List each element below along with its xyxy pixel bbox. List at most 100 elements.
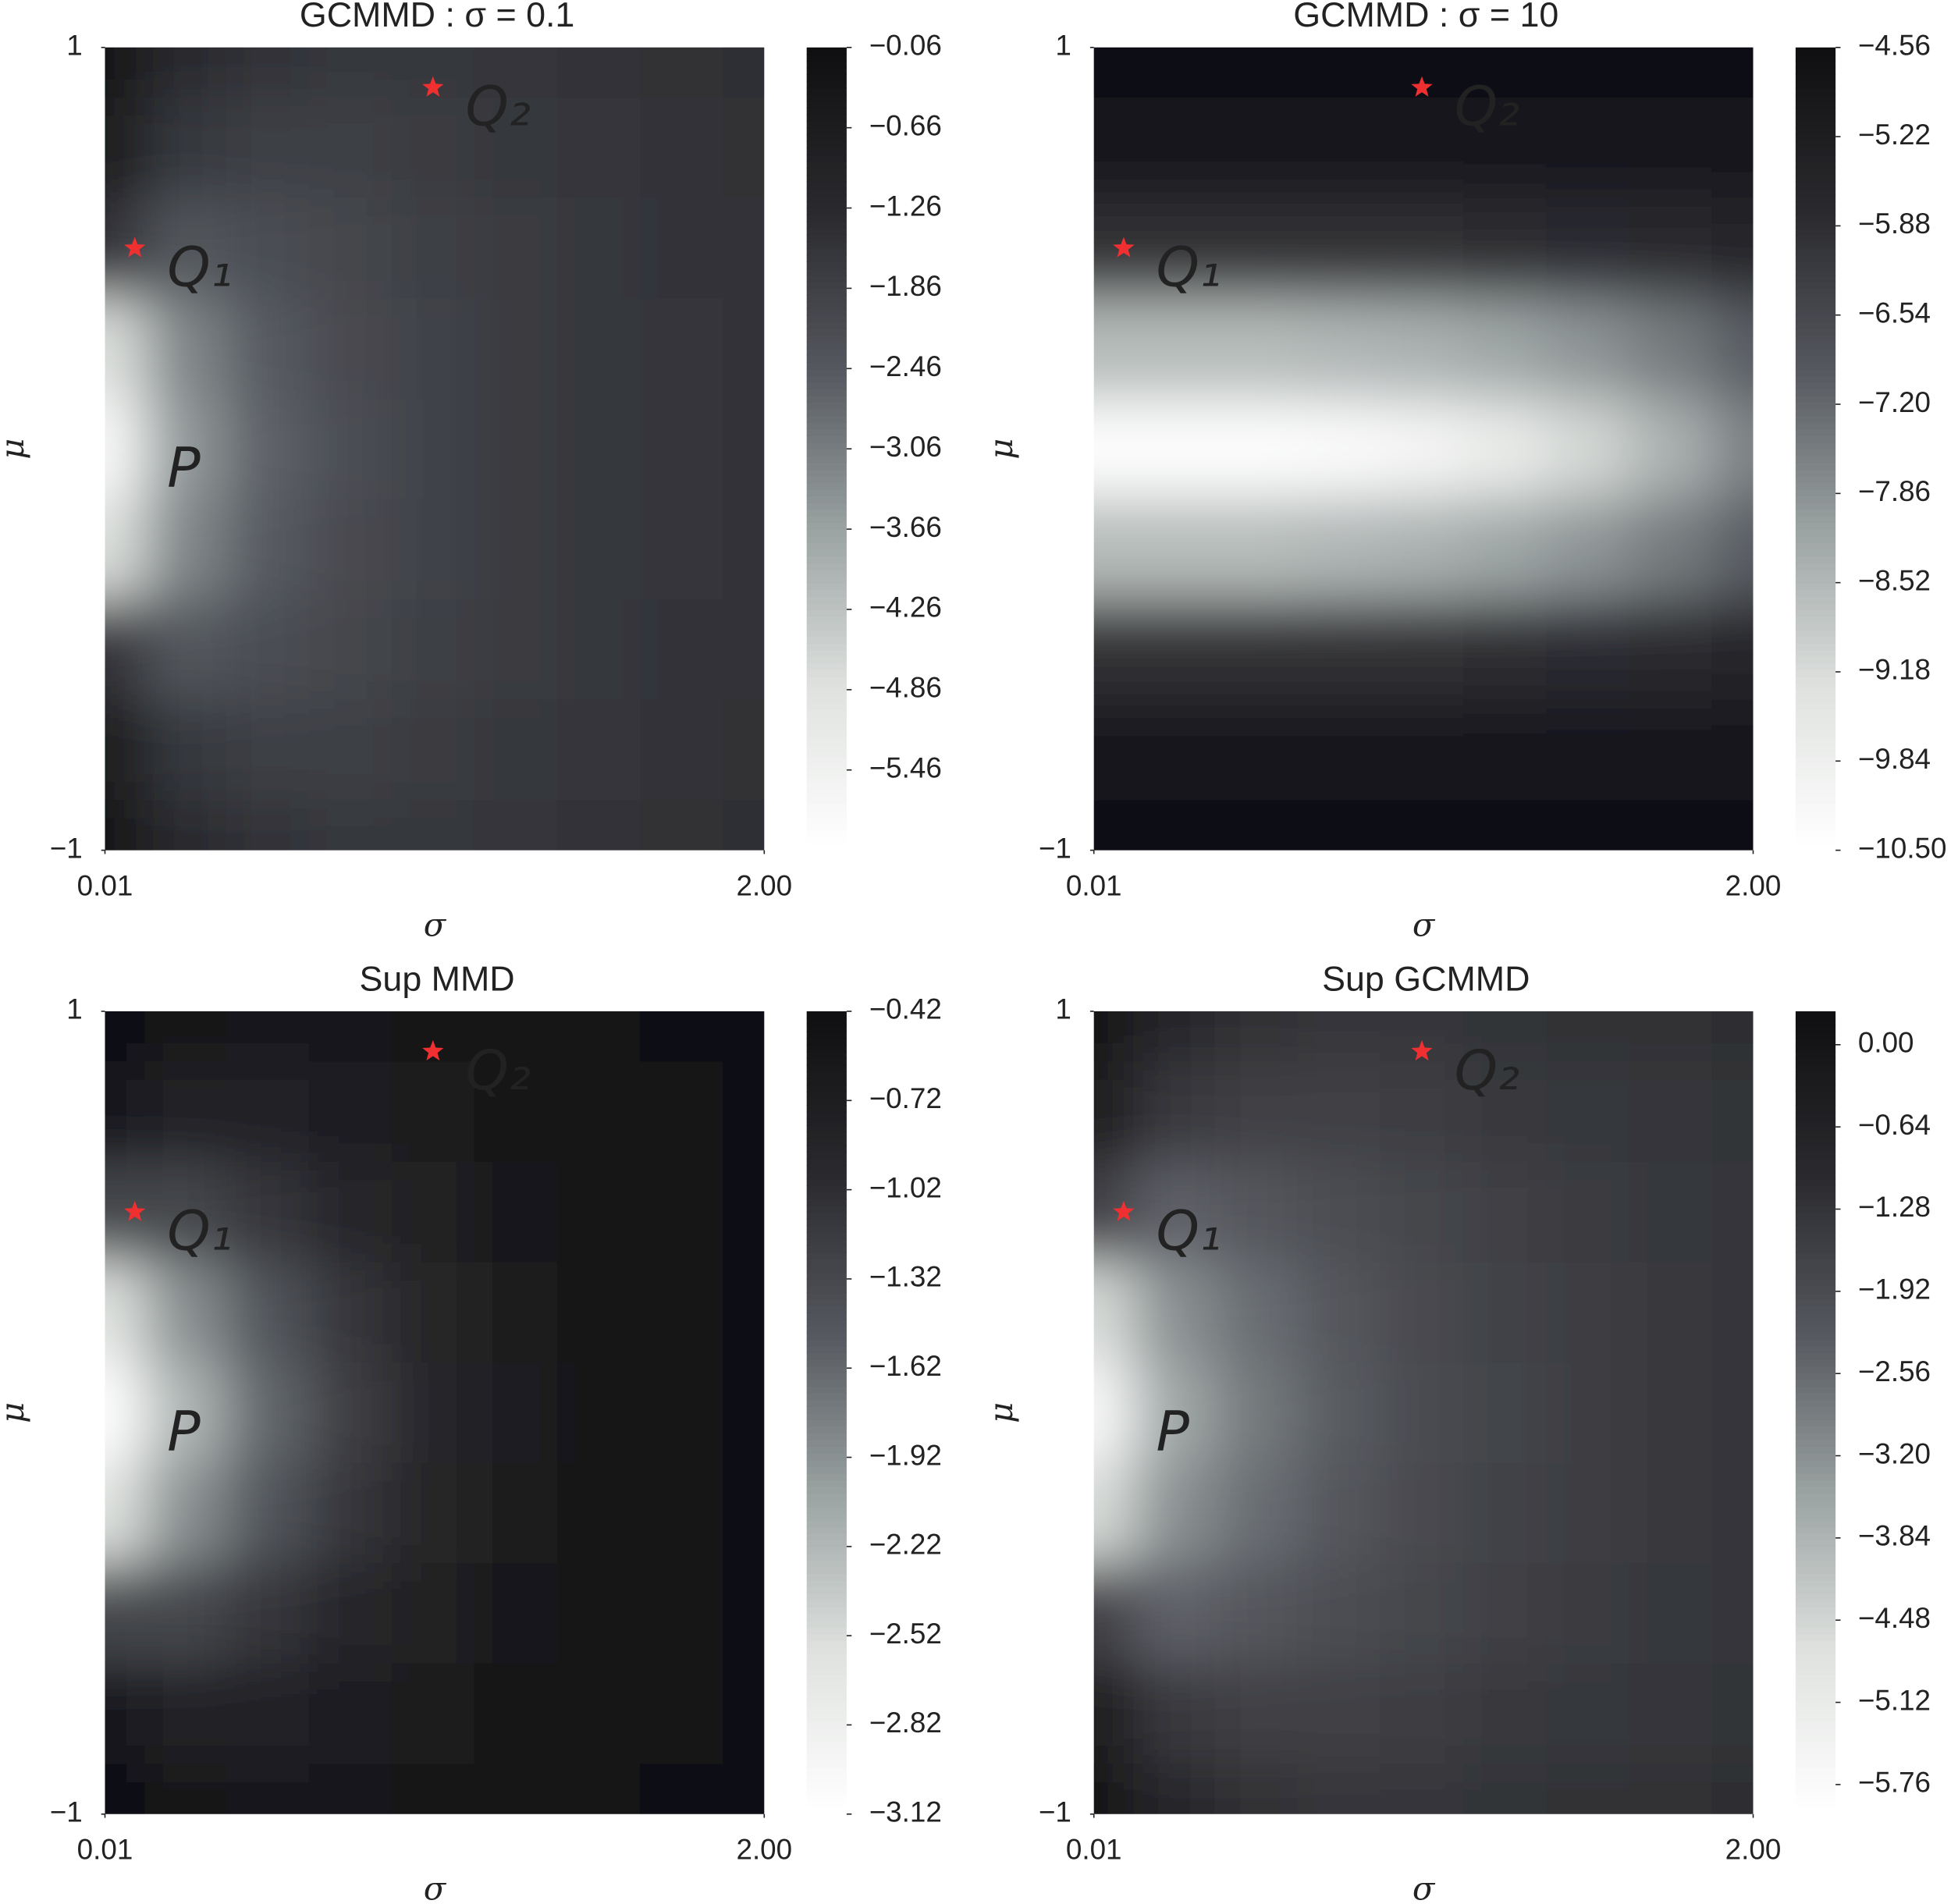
colorbar-step: [1795, 1352, 1836, 1360]
x-tick-label: 2.00: [736, 1834, 792, 1866]
colorbar-step: [806, 174, 847, 183]
colorbar-step: [806, 361, 847, 370]
colorbar-step: [806, 1392, 847, 1401]
colorbar-step: [806, 428, 847, 437]
colorbar-step: [1795, 1667, 1836, 1675]
colorbar-step: [1795, 389, 1836, 396]
colorbar-step: [806, 636, 847, 644]
heat-cell: [1214, 98, 1299, 199]
colorbar-step: [806, 702, 847, 711]
colorbar-step: [806, 776, 847, 784]
colorbar-step: [1795, 1533, 1836, 1541]
colorbar-step: [1795, 402, 1836, 410]
colorbar-step: [1795, 1646, 1836, 1654]
heat-cell: [391, 599, 475, 701]
colorbar-step: [1795, 107, 1836, 115]
heat-cell: [1463, 1061, 1547, 1163]
chart-title: Sup MMD: [360, 959, 515, 998]
colorbar-step: [806, 60, 847, 69]
colorbar-step: [806, 750, 847, 758]
colorbar-step: [1795, 1319, 1836, 1327]
heat-cell: [1093, 699, 1135, 801]
colorbar-step: [806, 221, 847, 229]
colorbar-step: [1795, 1654, 1836, 1661]
colorbar-step: [806, 1345, 847, 1354]
heatmap: [105, 47, 765, 851]
colorbar-step: [806, 1091, 847, 1099]
colorbar-tick-label: −1.62: [869, 1350, 942, 1382]
colorbar-step: [806, 1760, 847, 1768]
colorbar-tick-label: 0.00: [1858, 1027, 1914, 1059]
colorbar-step: [1795, 1058, 1836, 1066]
colorbar-step: [806, 415, 847, 423]
colorbar-step: [1795, 736, 1836, 744]
heat-cell: [391, 1362, 475, 1464]
colorbar-step: [806, 823, 847, 831]
heat-cell: [1546, 1764, 1630, 1814]
colorbar-step: [806, 783, 847, 791]
heat-cell: [1133, 398, 1216, 500]
colorbar-step: [1795, 783, 1836, 791]
colorbar-step: [806, 1753, 847, 1762]
heat-cell: [226, 47, 310, 98]
colorbar-step: [1795, 1753, 1836, 1762]
colorbar-step: [806, 1366, 847, 1373]
colorbar-step: [1795, 1747, 1836, 1755]
colorbar-step: [806, 1620, 847, 1628]
heat-cell: [1380, 197, 1464, 300]
heat-cell: [640, 47, 724, 98]
colorbar-step: [1795, 208, 1836, 216]
colorbar-step: [1795, 769, 1836, 778]
heat-cell: [474, 1764, 558, 1814]
colorbar-step: [806, 1626, 847, 1635]
colorbar-step: [806, 1305, 847, 1313]
heat-cell: [1297, 98, 1381, 199]
point-label: Q₁: [167, 1199, 233, 1263]
heat-cell: [723, 1061, 765, 1163]
heat-cell: [474, 298, 558, 400]
colorbar-tick-label: −3.84: [1858, 1520, 1931, 1552]
colorbar-step: [806, 496, 847, 503]
heat-cell: [1463, 599, 1547, 701]
heat-cell: [226, 1563, 310, 1664]
point-label: Q₂: [1455, 1039, 1520, 1103]
colorbar-step: [1795, 361, 1836, 370]
colorbar-step: [1795, 1573, 1836, 1581]
heat-cell: [1463, 98, 1547, 199]
colorbar-step: [806, 1513, 847, 1521]
colorbar-step: [1795, 723, 1836, 731]
colorbar-step: [806, 1540, 847, 1547]
colorbar-step: [806, 375, 847, 383]
colorbar-step: [806, 1124, 847, 1133]
heat-cell: [1093, 298, 1135, 400]
colorbar-step: [1795, 215, 1836, 222]
colorbar-step: [1795, 94, 1836, 102]
colorbar-step: [806, 1506, 847, 1514]
heat-cell: [474, 1663, 558, 1765]
heat-cell: [474, 499, 558, 600]
colorbar-step: [806, 1807, 847, 1815]
heat-cell: [1133, 98, 1216, 199]
colorbar-step: [1795, 642, 1836, 651]
colorbar-step: [1795, 455, 1836, 464]
colorbar-step: [1795, 1493, 1836, 1501]
colorbar-step: [806, 107, 847, 115]
colorbar-step: [1795, 1579, 1836, 1588]
colorbar-step: [806, 1633, 847, 1641]
heat-cell: [1546, 1161, 1630, 1263]
heatmap-field: [1093, 1011, 1754, 1814]
heat-cell: [1214, 1663, 1299, 1765]
colorbar-step: [806, 1105, 847, 1113]
colorbar-step: [806, 1238, 847, 1247]
heat-cell: [144, 800, 227, 851]
heat-cell: [1711, 1663, 1754, 1765]
heat-cell: [1629, 47, 1713, 98]
colorbar-step: [1795, 1031, 1836, 1039]
colorbar-step: [806, 1426, 847, 1434]
heat-cell: [640, 1061, 724, 1163]
colorbar-step: [1795, 1131, 1836, 1139]
colorbar-step: [1795, 837, 1836, 844]
colorbar-step: [806, 1152, 847, 1160]
heat-cell: [474, 800, 558, 851]
heat-cell: [1133, 1161, 1216, 1263]
